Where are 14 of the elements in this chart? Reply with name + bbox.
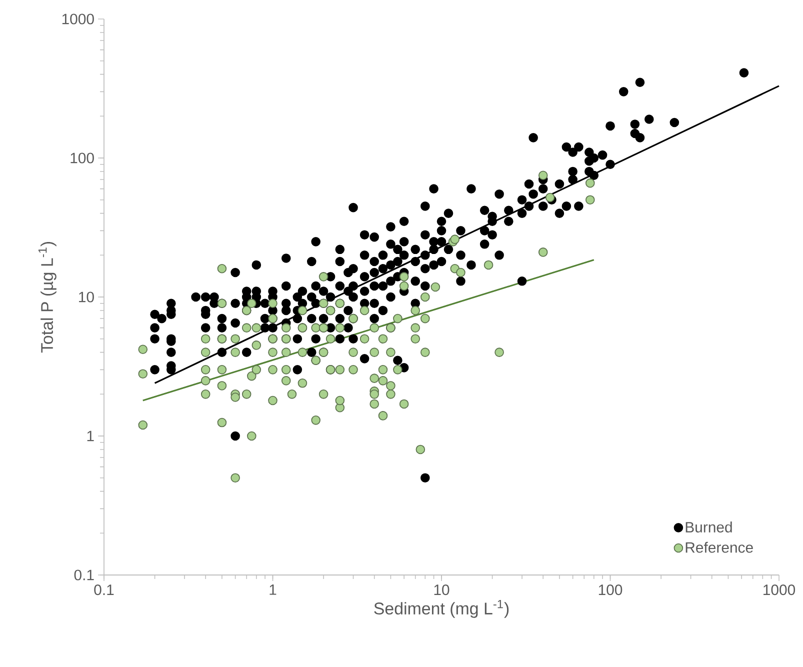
x-tick-label: 1000 bbox=[764, 584, 796, 596]
y-tick-label: 0.1 bbox=[74, 570, 94, 580]
y-tick-label: 100 bbox=[70, 152, 94, 164]
legend-label: Burned bbox=[686, 522, 732, 532]
legend-label: Reference bbox=[686, 542, 753, 553]
x-axis-title: Sediment (mg L$^{-1}$) bbox=[374, 600, 509, 618]
x-tick-label: 0.1 bbox=[94, 584, 114, 596]
x-tick-label: 100 bbox=[598, 584, 622, 596]
x-tick-label: 10 bbox=[434, 584, 450, 596]
y-tick-label: 1 bbox=[87, 430, 94, 442]
x-tick-label: 1 bbox=[270, 584, 276, 595]
y-tick-label: 10 bbox=[79, 292, 94, 302]
y-axis-title: Total P (µg L$^{-1}$) bbox=[38, 242, 56, 353]
y-tick-label: 1000 bbox=[62, 14, 94, 24]
